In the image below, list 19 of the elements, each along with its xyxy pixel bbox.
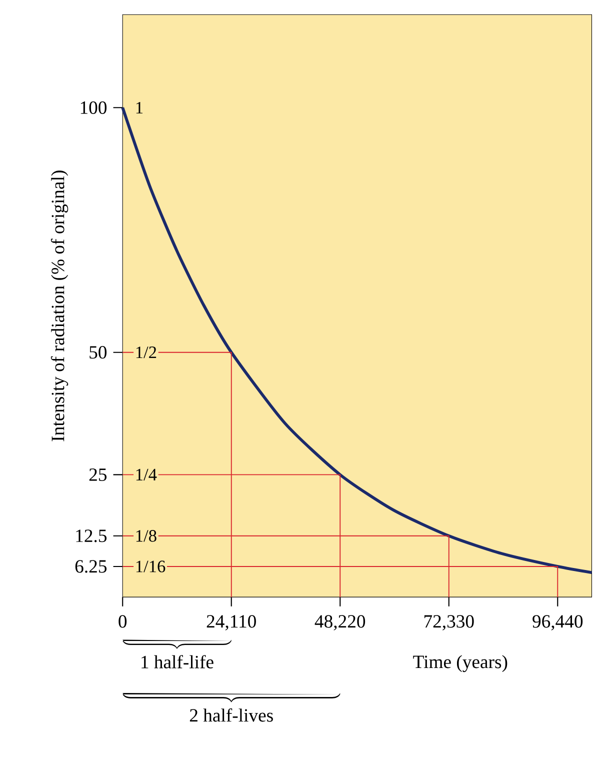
y-axis-title: Intensity of radiation (% of original) xyxy=(50,170,68,442)
annotation: 1/16 xyxy=(136,560,165,572)
x-tick-label: 96,440 xyxy=(532,615,582,630)
x-tick-label: 48,220 xyxy=(314,615,365,630)
text: 1 half-life xyxy=(141,655,214,668)
annotation: 1/2 xyxy=(136,346,156,358)
y-tick-label: 100 xyxy=(80,101,106,114)
annotation: 1/8 xyxy=(136,530,156,542)
y-tick-label: 25 xyxy=(89,468,106,481)
annotation: 1/4 xyxy=(136,468,157,481)
text: 2 half-lives xyxy=(190,708,273,722)
annotation: 1 xyxy=(136,102,142,114)
x-axis-title: Time (years) xyxy=(412,655,507,672)
x-tick-label: 72,330 xyxy=(424,615,474,630)
x-tick-label: 24,110 xyxy=(206,615,256,630)
y-tick-label: 12.5 xyxy=(76,530,106,542)
y-tick-label: 6.25 xyxy=(75,560,106,573)
y-tick-label: 50 xyxy=(89,346,106,359)
x-tick-label: 0 xyxy=(118,615,126,628)
